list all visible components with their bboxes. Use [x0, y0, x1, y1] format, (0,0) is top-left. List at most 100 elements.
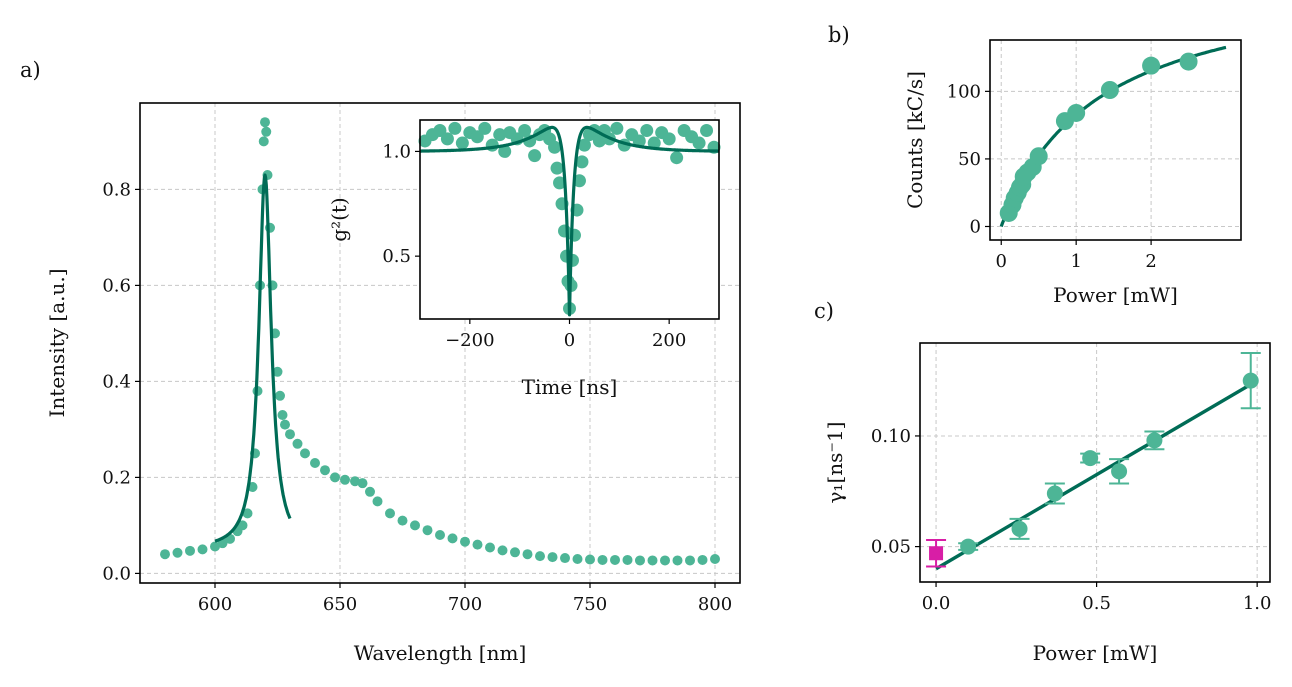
- inset-g2-point-2: [433, 123, 447, 137]
- a-spectrum-point-51: [560, 553, 570, 564]
- inset-g2-point-21: [550, 161, 564, 175]
- inset-g2-point-7: [470, 130, 484, 144]
- c-gamma-point-6-marker: [1242, 372, 1259, 389]
- c-gamma-point-3-marker: [1082, 450, 1099, 467]
- a-spectrum-point-41: [435, 530, 445, 540]
- a-spectrum-point-35: [365, 486, 375, 497]
- a-spectrum-point-49: [535, 551, 545, 562]
- inset-g2-point-14: [518, 123, 532, 137]
- a-spectrum-point-23: [275, 390, 285, 401]
- b-counts-point-13: [1142, 56, 1161, 75]
- a-spectrum-point-59: [660, 555, 670, 566]
- a-spectrum-point-50: [547, 552, 558, 563]
- inset-g2-point-8: [478, 121, 492, 135]
- a-spectrum-point-42: [447, 533, 458, 544]
- inset-g2-point-47: [662, 132, 676, 146]
- c-x-tick-label-2: 1.0: [1243, 593, 1272, 614]
- a-x-tick-label-1: 650: [323, 594, 357, 615]
- a-spectrum-point-29: [310, 458, 320, 468]
- a-spectrum-point-9: [242, 508, 253, 519]
- inset-g2-point-11: [498, 144, 512, 158]
- a-spectrum-point-37: [385, 508, 395, 519]
- inset-g2-point-48: [670, 151, 684, 165]
- inset-y-tick-label-0: 0.5: [382, 246, 411, 267]
- inset-x-tick-label-0: −200: [445, 330, 494, 351]
- a-spectrum-point-2: [185, 545, 195, 556]
- a-spectrum-point-28: [300, 448, 310, 459]
- b-y-tick-label-2: 100: [947, 81, 981, 102]
- a-spectrum-point-40: [422, 525, 433, 536]
- c-gamma-point-0-marker: [960, 538, 977, 555]
- a-spectrum-point-63: [710, 554, 720, 564]
- a-spectrum-point-46: [497, 545, 508, 556]
- a-x-axis-title: Wavelength [nm]: [354, 641, 527, 665]
- a-x-tick-label-2: 700: [448, 594, 482, 615]
- c-axes-frame: [919, 342, 1271, 583]
- a-spectrum-point-48: [522, 549, 533, 560]
- c-y-tick-label-0: 0.05: [871, 537, 911, 558]
- c-zero-power-point-marker: [929, 546, 944, 561]
- inset-g2-point-4: [448, 121, 462, 135]
- a-spectrum-point-36: [372, 496, 383, 507]
- c-x-tick-label-1: 0.5: [1082, 593, 1111, 614]
- a-spectrum-point-27: [292, 438, 303, 449]
- inset-y-tick-label-1: 1.0: [382, 141, 411, 162]
- a-y-tick-label-2: 0.4: [102, 371, 131, 392]
- b-counts-point-14: [1179, 52, 1198, 71]
- inset-x-axis-title: Time [ns]: [522, 375, 618, 399]
- b-x-axis-title: Power [mW]: [1053, 283, 1178, 307]
- a-spectrum-point-4: [210, 541, 220, 552]
- c-x-tick-label-0: 0.0: [922, 593, 951, 614]
- a-spectrum-point-3: [197, 544, 208, 555]
- a-spectrum-point-44: [472, 539, 483, 550]
- inset-g2-point-20: [548, 140, 562, 154]
- inset-x-tick-label-2: 200: [652, 330, 686, 351]
- inset-y-axis-title: g²(t): [327, 197, 351, 241]
- a-spectrum-point-34: [357, 478, 368, 489]
- a-y-tick-label-0: 0.0: [102, 563, 131, 584]
- b-counts-point-9: [1029, 147, 1048, 166]
- a-spectrum-point-52: [572, 554, 583, 564]
- inset-g2-point-5: [455, 136, 469, 150]
- c-gamma-point-2-marker: [1046, 485, 1063, 502]
- b-x-tick-label-1: 1: [1070, 251, 1081, 272]
- c-gamma-point-4-marker: [1111, 463, 1128, 480]
- a-spectrum-point-61: [685, 555, 695, 566]
- c-panel-label: c): [814, 299, 834, 323]
- b-x-tick-label-2: 2: [1145, 251, 1156, 272]
- b-counts-point-11: [1067, 103, 1086, 122]
- b-panel-label: b): [828, 23, 850, 47]
- inset-g2-point-37: [592, 134, 606, 148]
- a-spectrum-point-24: [277, 410, 288, 420]
- panel-b-counts-chart: 0 1 2 0 50 100 Power [mW] Counts [kC/s] b): [828, 23, 1242, 307]
- a-spectrum-point-55: [610, 554, 620, 565]
- a-y-tick-label-4: 0.8: [102, 179, 131, 200]
- inset-g2-point-33: [575, 155, 589, 169]
- inset-g2-point-51: [692, 136, 706, 150]
- a-spectrum-point-45: [485, 542, 495, 553]
- a-spectrum-point-16: [260, 117, 270, 128]
- a-spectrum-point-17: [261, 126, 272, 137]
- inset-g2-point-44: [640, 123, 654, 137]
- inset-g2-point-10: [493, 128, 507, 142]
- b-y-tick-label-0: 0: [970, 216, 981, 237]
- a-spectrum-point-22: [272, 366, 283, 377]
- inset-x-tick-label-1: 0: [564, 330, 575, 351]
- a-spectrum-point-25: [280, 419, 290, 430]
- b-plot-area: [990, 40, 1241, 240]
- inset-g2-point-43: [632, 134, 646, 148]
- a-spectrum-point-32: [340, 474, 350, 485]
- a-spectrum-point-0: [160, 549, 170, 560]
- a-spectrum-point-38: [397, 515, 408, 526]
- inset-g2-point-22: [553, 176, 567, 190]
- a-spectrum-point-1: [172, 547, 183, 558]
- b-counts-point-12: [1100, 81, 1119, 99]
- a-spectrum-point-54: [597, 554, 608, 565]
- c-y-axis-title: γ₁[ns⁻1]: [823, 421, 847, 503]
- a-spectrum-point-30: [320, 465, 330, 476]
- a-spectrum-point-60: [672, 555, 683, 566]
- b-x-tick-label-0: 0: [996, 251, 1007, 272]
- a-spectrum-point-43: [460, 536, 470, 547]
- a-axes-frame: [139, 102, 741, 584]
- inset-g2-point-52: [700, 123, 714, 137]
